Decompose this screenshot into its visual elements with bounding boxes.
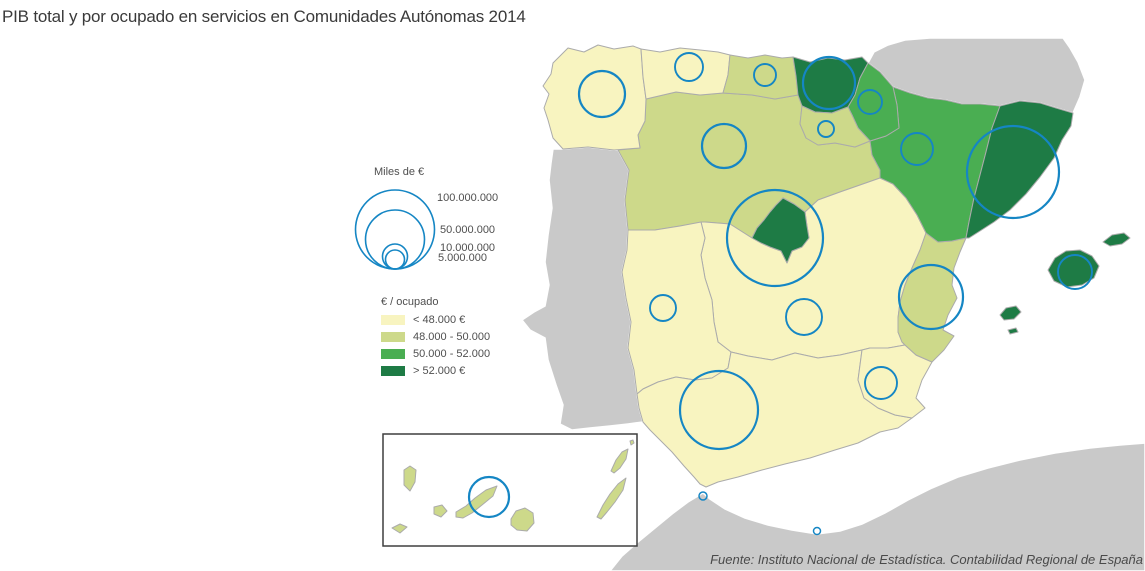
inset-frame: [382, 433, 638, 547]
castilla-la-mancha-bubble: [785, 298, 823, 336]
size-legend-circle: [364, 209, 426, 270]
color-legend-row: 48.000 - 50.000: [381, 331, 490, 343]
color-legend-row: 50.000 - 52.000: [381, 348, 490, 360]
legend-swatch-cat1: [381, 315, 405, 325]
canarias-bubble: [467, 475, 511, 519]
size-legend-label-50000000: 50.000.000: [440, 224, 496, 236]
murcia-bubble: [864, 366, 898, 400]
size-legend-label-100000000: 100.000.000: [437, 192, 499, 204]
color-legend-row: > 52.000 €: [381, 365, 465, 377]
island-formentera: [1007, 327, 1019, 335]
ceuta-bubble: [698, 491, 708, 501]
island-el-hierro: [391, 523, 408, 534]
color-legend-title: € / ocupado: [381, 296, 439, 308]
castilla-y-leon-bubble: [700, 122, 748, 170]
legend-label-cat1: < 48.000 €: [413, 314, 466, 326]
region-la-rioja: [799, 105, 871, 148]
island-tenerife: [455, 485, 498, 519]
size-legend-title: Miles de €: [374, 166, 425, 178]
baleares-bubble: [1057, 254, 1093, 290]
aragon-bubble: [900, 132, 934, 166]
neighbor-countries: [520, 37, 1145, 571]
neighbor-africa: [609, 442, 1145, 571]
autonomous-communities: [542, 44, 1131, 488]
region-madrid: [751, 197, 810, 264]
region-asturias: [640, 47, 731, 100]
cantabria-bubble: [753, 63, 777, 87]
legend-label-cat4: > 52.000 €: [413, 365, 466, 377]
size-legend-circle: [384, 249, 406, 270]
island-lanzarote: [610, 448, 629, 474]
region-cataluna: [965, 100, 1074, 239]
legend-swatch-cat2: [381, 332, 405, 342]
legend-swatch-cat4: [381, 366, 405, 376]
legend-label-cat3: 50.000 - 52.000: [413, 348, 491, 360]
island-ibiza: [999, 305, 1022, 321]
legend-label-cat2: 48.000 - 50.000: [413, 331, 491, 343]
extremadura-bubble: [649, 294, 677, 322]
asturias-bubble: [674, 52, 704, 82]
region-murcia: [857, 344, 933, 419]
legend-swatch-cat3: [381, 349, 405, 359]
madrid-bubble: [725, 188, 825, 288]
size-legend-label-10000000: 10.000.000: [440, 242, 496, 254]
island-la-gomera: [433, 504, 448, 518]
pib-bubbles: [467, 52, 1093, 536]
region-valencia: [897, 232, 967, 363]
island-menorca: [1102, 232, 1131, 247]
canary-islands-inset: [382, 433, 638, 547]
melilla-bubble: [812, 526, 822, 536]
island-fuerteventura: [596, 477, 627, 520]
pais-vasco-bubble: [801, 55, 857, 111]
island-la-palma: [403, 465, 417, 492]
size-legend-circles: [354, 189, 436, 270]
la-rioja-bubble: [817, 120, 835, 138]
color-legend-row: < 48.000 €: [381, 314, 465, 326]
island-gran-canaria: [510, 507, 535, 532]
valencia-bubble: [897, 263, 965, 331]
source-note: Fuente: Instituto Nacional de Estadístic…: [710, 552, 1143, 567]
navarra-bubble: [857, 89, 883, 115]
galicia-bubble: [577, 69, 627, 119]
island-la-graciosa: [629, 439, 635, 446]
size-legend-label-5000000: 5.000.000: [438, 252, 487, 264]
cataluna-bubble: [965, 124, 1061, 220]
andalucia-bubble: [678, 369, 760, 451]
chart-title: PIB total y por ocupado en servicios en …: [2, 7, 526, 26]
region-galicia: [542, 44, 647, 151]
region-aragon: [869, 86, 1001, 243]
region-cantabria: [722, 54, 799, 100]
